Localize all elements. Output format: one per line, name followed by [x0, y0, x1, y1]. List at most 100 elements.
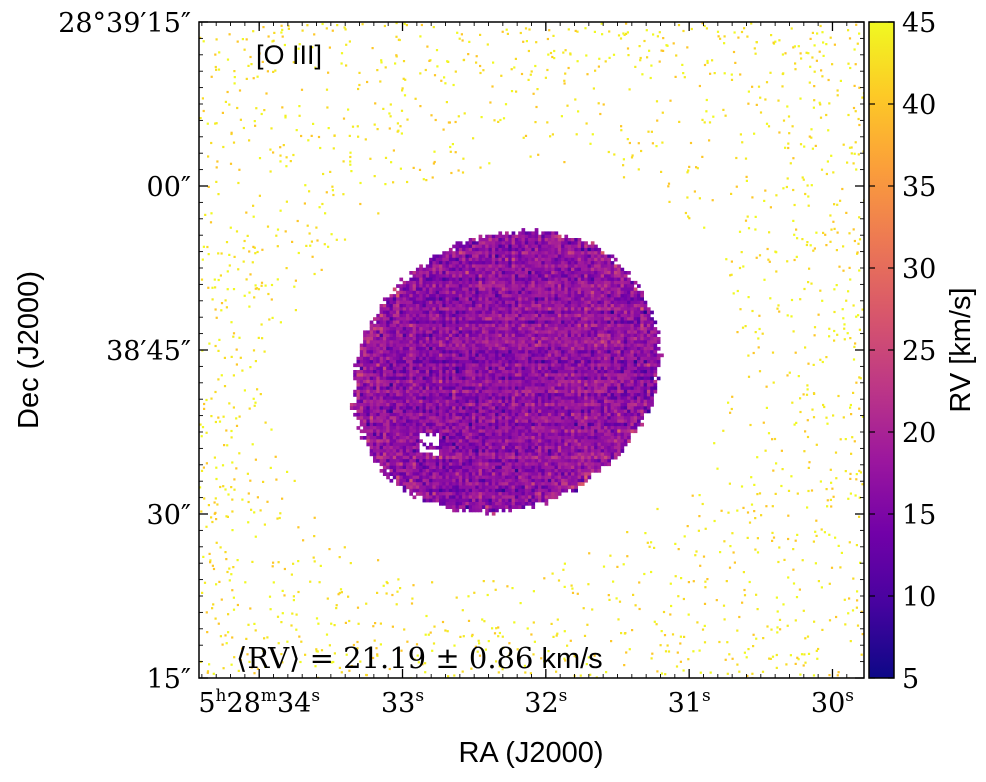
nebula-pixel: [478, 333, 483, 338]
nebula-pixel: [505, 313, 509, 318]
noise-pixel: [589, 142, 592, 145]
noise-pixel: [233, 255, 236, 258]
noise-pixel: [467, 619, 471, 622]
nebula-pixel: [521, 373, 526, 377]
nebula-pixel: [478, 323, 483, 328]
nebula-pixel: [468, 340, 473, 344]
nebula-pixel: [557, 251, 562, 255]
noise-pixel: [839, 199, 842, 202]
nebula-pixel: [448, 323, 453, 328]
noise-pixel: [858, 328, 861, 331]
nebula-pixel: [567, 238, 572, 242]
noise-pixel: [697, 529, 700, 532]
nebula-pixel: [643, 317, 648, 321]
nebula-pixel: [386, 317, 390, 321]
nebula-pixel: [386, 360, 390, 364]
nebula-pixel: [623, 373, 628, 377]
nebula-pixel: [524, 300, 529, 305]
nebula-pixel: [442, 340, 446, 344]
nebula-pixel: [531, 241, 536, 245]
nebula-pixel: [590, 244, 595, 249]
noise-pixel: [327, 71, 330, 74]
nebula-pixel: [544, 363, 549, 368]
nebula-pixel: [538, 333, 542, 338]
nebula-pixel: [557, 356, 562, 361]
noise-pixel: [239, 659, 242, 662]
nebula-pixel: [392, 376, 397, 381]
nebula-pixel: [481, 264, 486, 269]
noise-pixel: [811, 56, 814, 59]
nebula-pixel: [491, 284, 496, 288]
nebula-pixel: [551, 327, 555, 331]
nebula-pixel: [650, 317, 654, 321]
nebula-pixel: [452, 287, 456, 292]
nebula-pixel: [419, 320, 423, 325]
noise-pixel: [719, 551, 722, 554]
noise-pixel: [238, 336, 241, 339]
nebula-pixel: [577, 327, 582, 331]
noise-pixel: [403, 628, 406, 631]
nebula-pixel: [541, 241, 545, 245]
noise-pixel: [806, 506, 809, 509]
noise-pixel: [655, 623, 658, 626]
nebula-pixel: [402, 350, 407, 354]
noise-pixel: [260, 281, 264, 284]
noise-pixel: [744, 219, 748, 222]
noise-pixel: [315, 650, 318, 653]
nebula-pixel: [439, 254, 443, 259]
nebula-pixel: [462, 257, 466, 262]
nebula-pixel: [534, 353, 539, 358]
noise-pixel: [594, 69, 597, 72]
nebula-pixel: [630, 304, 635, 308]
nebula-pixel: [610, 284, 615, 288]
nebula-pixel: [518, 241, 522, 245]
nebula-pixel: [514, 307, 519, 311]
nebula-pixel: [653, 350, 658, 354]
nebula-pixel: [445, 251, 450, 255]
nebula-pixel: [508, 363, 512, 368]
nebula-pixel: [557, 337, 562, 341]
noise-pixel: [861, 308, 864, 311]
nebula-pixel: [620, 353, 625, 358]
noise-pixel: [812, 106, 815, 109]
noise-pixel: [695, 166, 698, 169]
noise-pixel: [790, 315, 793, 318]
nebula-pixel: [524, 284, 529, 288]
nebula-pixel: [369, 356, 374, 361]
noise-pixel: [460, 33, 463, 36]
noise-pixel: [479, 64, 482, 68]
noise-pixel: [546, 68, 549, 72]
nebula-pixel: [505, 304, 509, 308]
nebula-pixel: [633, 376, 638, 381]
nebula-pixel: [425, 379, 430, 384]
nebula-pixel: [495, 350, 499, 354]
nebula-pixel: [580, 376, 585, 381]
noise-pixel: [285, 267, 288, 270]
nebula-pixel: [518, 350, 522, 354]
nebula-pixel: [518, 251, 522, 255]
noise-pixel: [214, 617, 217, 620]
nebula-pixel: [392, 370, 397, 374]
nebula-pixel: [425, 264, 430, 269]
noise-pixel: [825, 43, 828, 46]
noise-pixel: [658, 60, 661, 63]
nebula-pixel: [402, 320, 407, 325]
nebula-pixel: [567, 310, 572, 315]
nebula-pixel: [531, 317, 536, 321]
nebula-pixel: [392, 366, 397, 371]
noise-pixel: [703, 121, 706, 124]
nebula-pixel: [491, 277, 496, 282]
nebula-pixel: [452, 257, 456, 262]
noise-pixel: [258, 157, 262, 160]
nebula-pixel: [600, 373, 605, 377]
noise-pixel: [812, 416, 816, 419]
noise-pixel: [286, 640, 289, 643]
noise-pixel: [330, 661, 333, 664]
nebula-pixel: [564, 337, 569, 341]
nebula-pixel: [521, 323, 526, 328]
noise-pixel: [765, 406, 768, 409]
nebula-pixel: [571, 257, 575, 262]
nebula-pixel: [640, 337, 644, 341]
nebula-pixel: [462, 294, 466, 298]
noise-pixel: [445, 101, 448, 104]
